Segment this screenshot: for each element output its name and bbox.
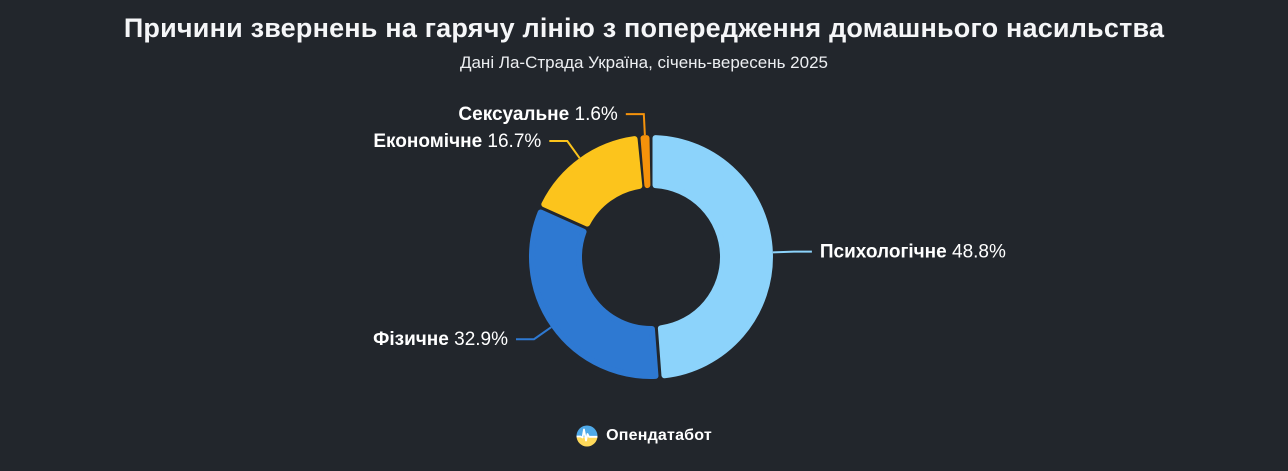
brand-name: Опендатабот (606, 427, 712, 444)
logo-bottom-half (576, 437, 598, 447)
donut-slice (652, 135, 773, 379)
donut-slice (541, 136, 643, 227)
donut-slice (640, 135, 651, 189)
donut-chart: Психологічне 48.8% Фізичне 32.9% Економічн… (373, 104, 1006, 379)
slice-leader-line (772, 250, 812, 254)
slice-leader-line (516, 326, 552, 341)
brand-footer: Опендатабот (0, 425, 1288, 447)
slice-label: Психологічне 48.8% (820, 241, 1006, 262)
infographic-page: Причини звернень на гарячу лінію з попер… (0, 0, 1288, 447)
opendatabot-logo-icon (576, 425, 598, 447)
logo-top-half (576, 425, 598, 437)
chart-subtitle: Дані Ла-Страда Україна, січень-вересень … (459, 53, 829, 72)
slice-label: Економічне 16.7% (373, 131, 541, 152)
slice-label: Фізичне 32.9% (373, 329, 508, 350)
slice-label: Сексуальне 1.6% (458, 104, 617, 125)
chart-title: Причини звернень на гарячу лінію з попер… (123, 13, 1165, 43)
logo-pulse-line (576, 428, 598, 442)
slice-leader-line (625, 113, 646, 136)
slice-leader-line (549, 140, 581, 159)
donut-slice (529, 209, 659, 379)
